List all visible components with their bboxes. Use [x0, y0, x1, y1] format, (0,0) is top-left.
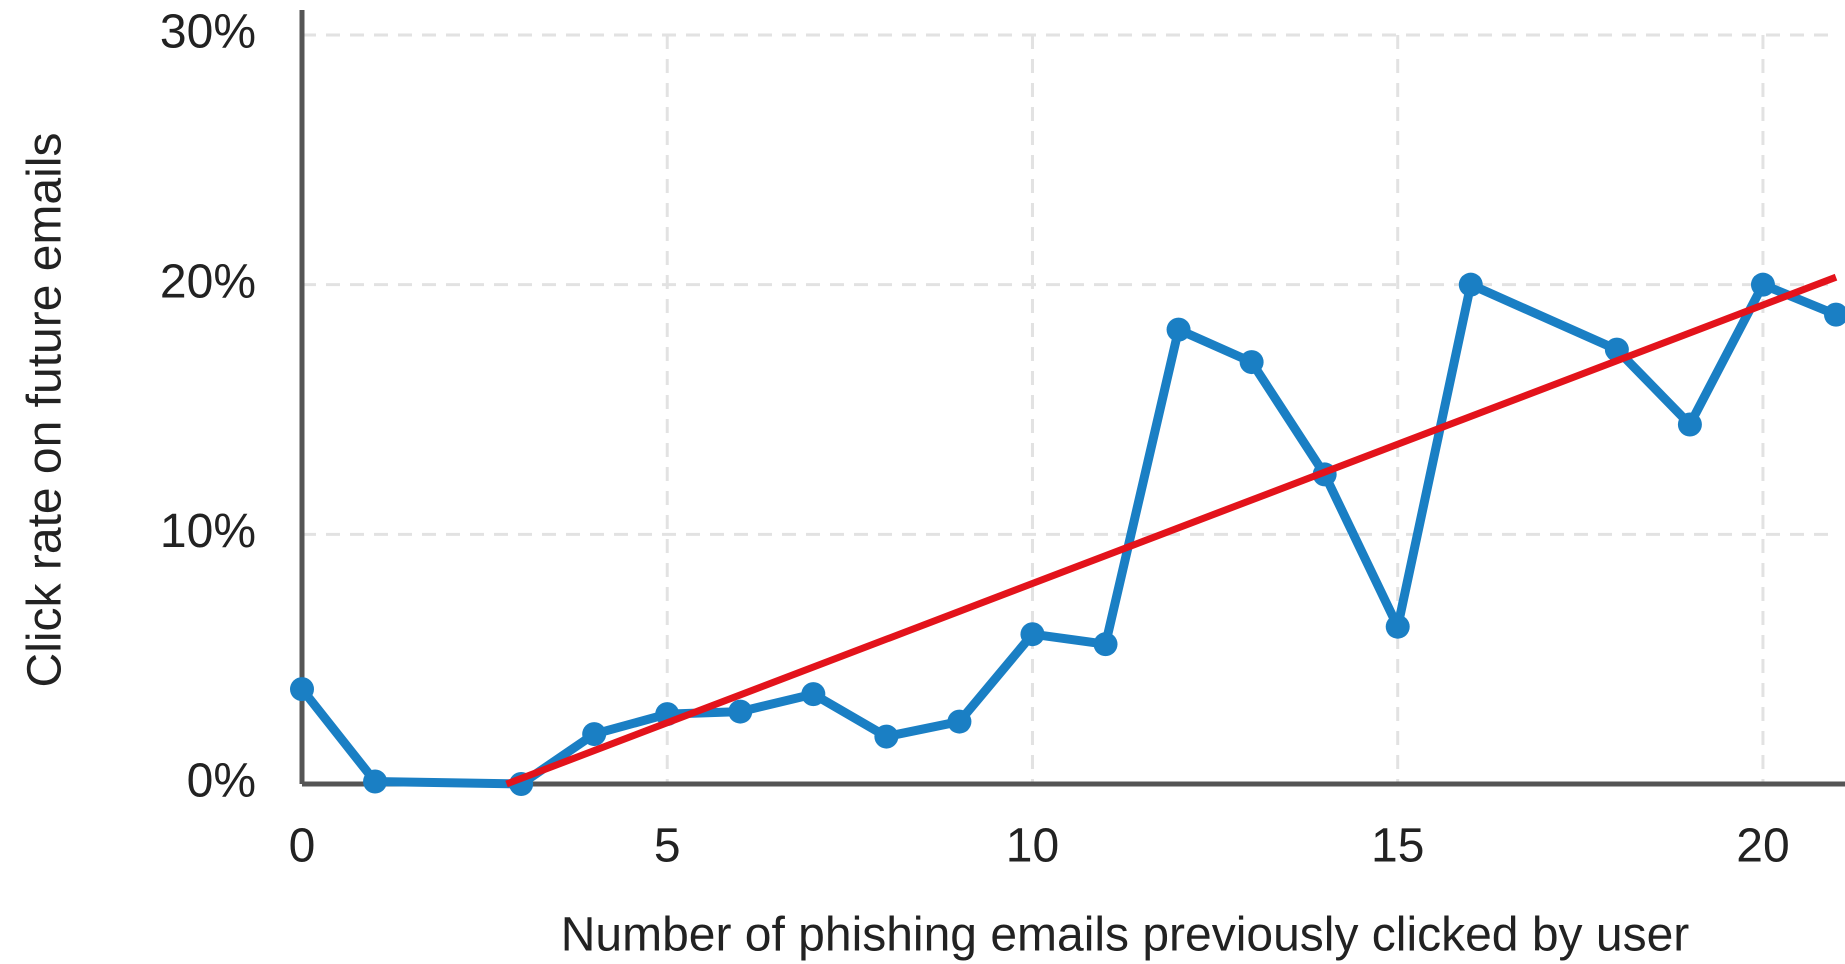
point — [728, 699, 753, 724]
point — [1750, 272, 1775, 297]
point — [1020, 622, 1045, 647]
point — [290, 677, 314, 702]
point — [947, 709, 972, 734]
series-line — [505, 273, 1838, 788]
point — [1093, 632, 1118, 657]
point — [874, 724, 899, 749]
x-tick-label: 15 — [1371, 820, 1424, 873]
x-tick-label: 5 — [654, 820, 681, 873]
point — [582, 722, 607, 747]
series-line — [298, 280, 1838, 789]
x-tick-label: 20 — [1736, 820, 1789, 873]
point — [1677, 412, 1702, 437]
point — [1458, 272, 1483, 297]
y-tick-label: 10% — [160, 505, 256, 558]
y-tick-label: 0% — [187, 755, 256, 808]
y-tick-label: 30% — [160, 6, 256, 59]
x-tick-label: 0 — [289, 820, 316, 873]
point — [1824, 302, 1845, 327]
point — [801, 682, 826, 707]
point — [1166, 317, 1191, 342]
y-axis-label: Click rate on future emails — [19, 133, 72, 688]
x-tick-label: 10 — [1006, 820, 1059, 873]
point — [1385, 614, 1410, 639]
y-tick-label: 20% — [160, 255, 256, 308]
point — [1239, 350, 1264, 375]
point — [363, 769, 388, 794]
x-axis-label: Number of phishing emails previously cli… — [561, 909, 1690, 962]
